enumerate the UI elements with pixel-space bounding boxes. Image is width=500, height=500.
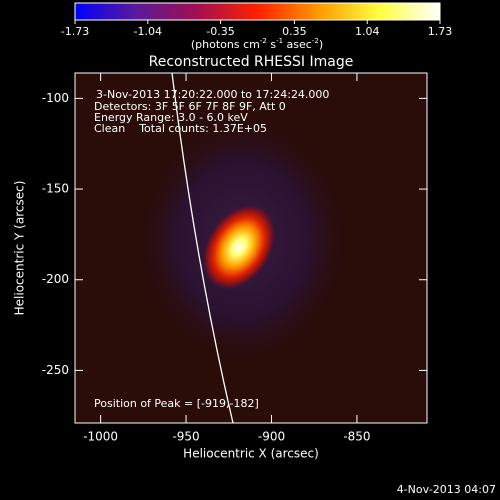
colorbar-tick-label: -0.35 xyxy=(206,25,234,38)
colorbar-tick-label: -1.73 xyxy=(61,25,89,38)
unit-part: asec xyxy=(283,38,312,51)
unit-part: -1 xyxy=(276,37,283,45)
unit-part: ) xyxy=(319,38,323,51)
unit-part: (photons cm xyxy=(191,38,260,51)
y-tick-label: -250 xyxy=(42,363,69,377)
plot-frame xyxy=(74,72,428,424)
source xyxy=(202,204,276,290)
annotation: Detectors: 3F 5F 6F 7F 8F 9F, Att 0 xyxy=(94,100,286,113)
y-tick-label: -100 xyxy=(42,91,69,105)
annotation: Energy Range: 3.0 - 6.0 keV xyxy=(94,111,248,124)
image xyxy=(75,73,427,423)
x-tick-label: -1000 xyxy=(83,430,118,444)
annotation: 3-Nov-2013 17:20:22.000 to 17:24:24.000 xyxy=(96,88,329,101)
colorbar-tick-label: -1.04 xyxy=(134,25,162,38)
colorbar-tick-label: 1.04 xyxy=(355,25,380,38)
unit-part: s xyxy=(267,38,276,51)
x-tick-label: -900 xyxy=(258,430,285,444)
colorbar-tick-label: 1.73 xyxy=(428,25,453,38)
x-tick-label: -950 xyxy=(172,430,199,444)
annotation: Clean Total counts: 1.37E+05 xyxy=(94,122,267,135)
x-tick-label: -850 xyxy=(343,430,370,444)
y-axis-label: Heliocentric Y (arcsec) xyxy=(13,181,27,316)
peak-label: Position of Peak = [-919,-182] xyxy=(94,397,259,410)
colorbar xyxy=(75,3,440,20)
y-tick-label: -150 xyxy=(42,182,69,196)
chart-title: Reconstructed RHESSI Image xyxy=(149,54,354,70)
unit-part: -2 xyxy=(312,37,319,45)
unit-part: -2 xyxy=(260,37,267,45)
colorbar-frame xyxy=(74,2,441,21)
solar-limb xyxy=(171,73,234,423)
footer: 4-Nov-2013 04:07 xyxy=(397,483,496,496)
colorbar-tick-label: 0.35 xyxy=(282,25,307,38)
y-tick-label: -200 xyxy=(42,272,69,286)
colorbar-unit: (photons cm-2 s-1 asec-2) xyxy=(191,37,323,51)
x-axis-label: Heliocentric X (arcsec) xyxy=(183,447,319,461)
